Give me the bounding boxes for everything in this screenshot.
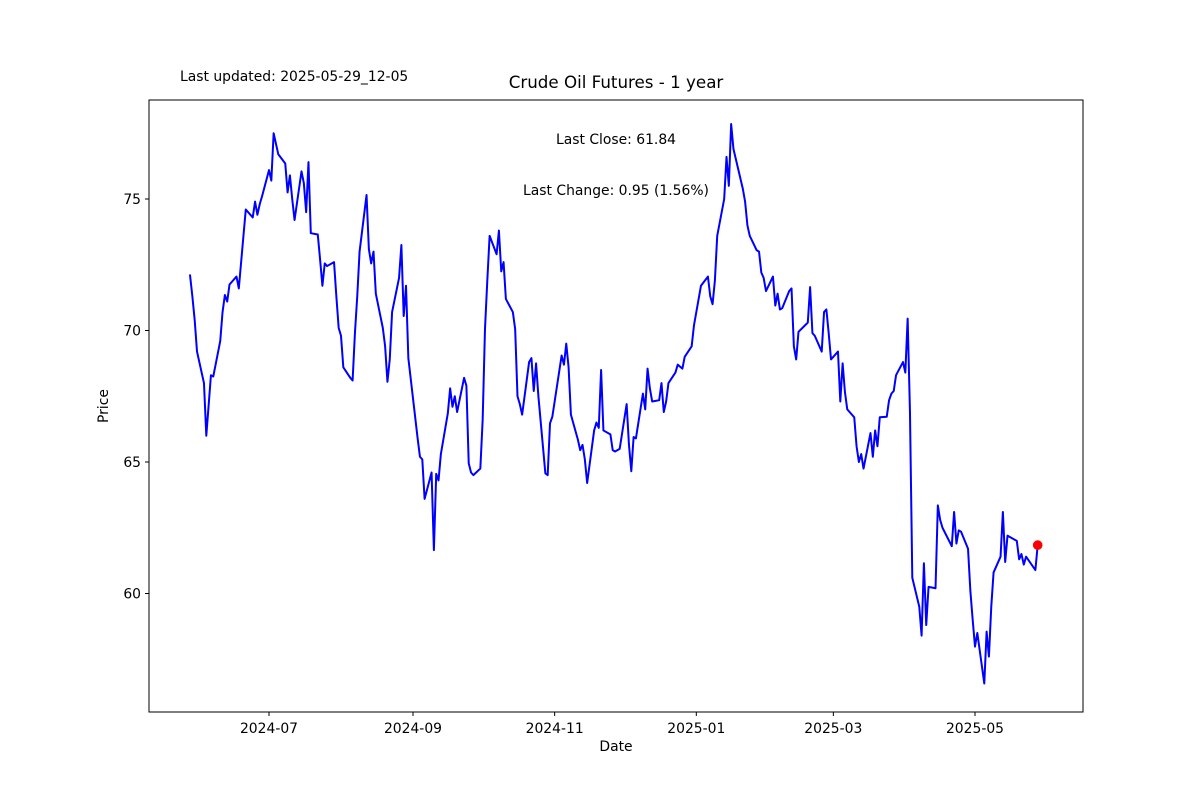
x-tick-label: 2025-01 <box>667 721 725 737</box>
last-point-marker-group <box>1032 540 1043 550</box>
y-tick-label: 70 <box>123 324 141 340</box>
chart-title: Crude Oil Futures - 1 year <box>508 72 724 92</box>
x-axis-label: Date <box>599 739 633 755</box>
y-axis-ticks: 60 65 70 75 <box>123 192 149 603</box>
y-axis-label: Price <box>96 389 112 423</box>
y-tick-label: 60 <box>123 587 141 603</box>
y-tick-label: 65 <box>123 455 141 471</box>
x-tick-label: 2025-03 <box>804 721 862 737</box>
last-price-dot <box>1032 540 1043 550</box>
x-tick-label: 2024-07 <box>240 721 298 737</box>
last-price-annotation: Last Close: 61.84 Last Change: 0.95 (1.5… <box>149 98 1083 234</box>
price-line <box>189 123 1039 685</box>
plot-frame <box>148 99 1084 713</box>
x-tick-label: 2025-05 <box>946 721 1004 737</box>
x-tick-label: 2024-11 <box>526 721 584 737</box>
last-close-text: Last Close: 61.84 <box>555 132 677 148</box>
plot-frame-rect <box>148 99 1084 713</box>
last-updated-text: Last updated: 2025-05-29_12-05 <box>180 69 409 85</box>
price-line-group <box>189 123 1039 685</box>
x-axis-ticks: 2024-07 2024-09 2024-11 2025-01 2025-03 2025-… <box>240 712 1004 737</box>
y-tick-label: 75 <box>123 192 141 208</box>
x-tick-label: 2024-09 <box>384 721 442 737</box>
last-change-text: Last Change: 0.95 (1.56%) <box>523 183 709 199</box>
